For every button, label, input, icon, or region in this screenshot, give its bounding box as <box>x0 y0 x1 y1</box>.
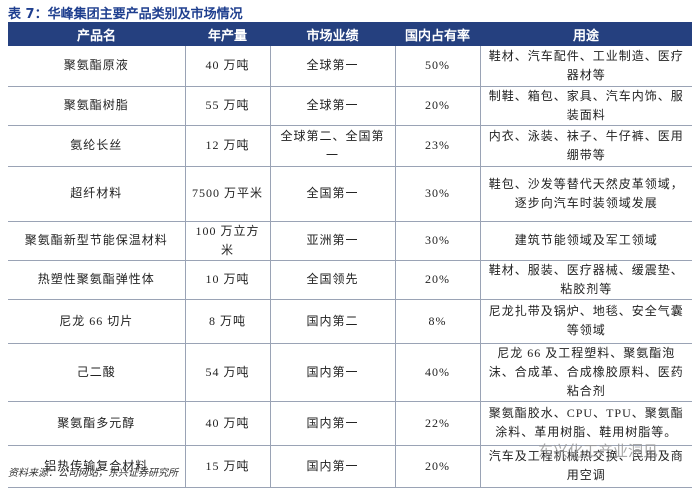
table-row: 聚氨酯树脂 55 万吨 全球第一 20% 制鞋、箱包、家具、汽车内饰、服装面料 <box>8 86 692 126</box>
table-cell: 国内第一 <box>269 445 395 488</box>
table-cell: 全球第二、全国第一 <box>269 125 395 167</box>
watermark: 东兴化工产业洞见 <box>538 444 659 460</box>
table-cell: 40 万吨 <box>184 46 270 87</box>
table-cell: 7500 万平米 <box>184 166 270 222</box>
table-body: 聚氨酯原液 40 万吨 全球第一 50% 鞋材、汽车配件、工业制造、医疗器材等 聚氨酯树脂… <box>8 46 692 488</box>
table-cell: 全球第一 <box>269 46 395 87</box>
table-cell: 20% <box>394 260 480 300</box>
table-cell: 全球第一 <box>269 86 395 126</box>
column-header: 国内占有率 <box>395 22 480 46</box>
table-row: 铝热传输复合材料 15 万吨 国内第一 20% 汽车及工程机械热交换、民用及商用空调 <box>8 445 692 488</box>
table-cell: 鞋包、沙发等替代天然皮革领域，逐步向汽车时装领域发展 <box>479 166 692 222</box>
table-cell: 40% <box>394 343 480 402</box>
table-cell: 40 万吨 <box>184 401 270 446</box>
table-cell: 己二酸 <box>8 343 185 402</box>
table-cell: 国内第一 <box>269 401 395 446</box>
table-cell: 建筑节能领域及军工领域 <box>479 221 692 261</box>
table-cell: 全国领先 <box>269 260 395 300</box>
table-row: 聚氨酯新型节能保温材料 100 万立方米 亚洲第一 30% 建筑节能领域及军工领域 <box>8 221 692 261</box>
table-cell: 鞋材、服装、医疗器械、缓震垫、粘胶剂等 <box>479 260 692 300</box>
table-cell: 尼龙扎带及锅炉、地毯、安全气囊等领域 <box>479 299 692 344</box>
table-cell: 亚洲第一 <box>269 221 395 261</box>
table-cell: 聚氨酯树脂 <box>8 86 185 126</box>
table-cell: 国内第一 <box>269 343 395 402</box>
table-cell: 热塑性聚氨酯弹性体 <box>8 260 185 300</box>
column-header: 用途 <box>480 22 692 46</box>
source-note: 资料来源：公司网站，东兴证券研究所 <box>8 468 178 479</box>
table-cell: 12 万吨 <box>184 125 270 167</box>
table-cell: 全国第一 <box>269 166 395 222</box>
table-cell: 23% <box>394 125 480 167</box>
table-cell: 铝热传输复合材料 <box>8 445 185 488</box>
table-cell: 鞋材、汽车配件、工业制造、医疗器材等 <box>479 46 692 87</box>
table-cell: 10 万吨 <box>184 260 270 300</box>
column-header: 年产量 <box>185 22 270 46</box>
table-cell: 聚氨酯多元醇 <box>8 401 185 446</box>
table-cell: 20% <box>394 445 480 488</box>
column-header: 产品名 <box>8 22 185 46</box>
table-cell: 汽车及工程机械热交换、民用及商用空调 <box>479 445 692 488</box>
table-cell: 尼龙 66 切片 <box>8 299 185 344</box>
table-title: 表 7：华峰集团主要产品类别及市场情况 <box>8 7 243 22</box>
table-row: 己二酸 54 万吨 国内第一 40% 尼龙 66 及工程塑料、聚氨酯泡沫、合成革、合成橡… <box>8 343 692 402</box>
table-cell: 55 万吨 <box>184 86 270 126</box>
table-cell: 氨纶长丝 <box>8 125 185 167</box>
table-row: 热塑性聚氨酯弹性体 10 万吨 全国领先 20% 鞋材、服装、医疗器械、缓震垫、粘胶剂等 <box>8 260 692 300</box>
table-cell: 30% <box>394 221 480 261</box>
table-cell: 聚氨酯新型节能保温材料 <box>8 221 185 261</box>
table-row: 超纤材料 7500 万平米 全国第一 30% 鞋包、沙发等替代天然皮革领域，逐步向汽车时… <box>8 166 692 222</box>
table-cell: 内衣、泳装、袜子、牛仔裤、医用绷带等 <box>479 125 692 167</box>
table-cell: 100 万立方米 <box>184 221 270 261</box>
table: 产品名 年产量 市场业绩 国内占有率 用途 聚氨酯原液 40 万吨 全球第一 50% 鞋材、汽车… <box>8 22 692 488</box>
table-cell: 聚氨酯胶水、CPU、TPU、聚氨酯涂料、革用树脂、鞋用树脂等。 <box>479 401 692 446</box>
table-cell: 8% <box>394 299 480 344</box>
table-cell: 8 万吨 <box>184 299 270 344</box>
table-cell: 20% <box>394 86 480 126</box>
table-cell: 聚氨酯原液 <box>8 46 185 87</box>
table-cell: 15 万吨 <box>184 445 270 488</box>
table-row: 尼龙 66 切片 8 万吨 国内第二 8% 尼龙扎带及锅炉、地毯、安全气囊等领域 <box>8 299 692 344</box>
table-cell: 超纤材料 <box>8 166 185 222</box>
table-cell: 制鞋、箱包、家具、汽车内饰、服装面料 <box>479 86 692 126</box>
header-row: 产品名 年产量 市场业绩 国内占有率 用途 <box>8 22 692 46</box>
table-cell: 30% <box>394 166 480 222</box>
table-row: 聚氨酯原液 40 万吨 全球第一 50% 鞋材、汽车配件、工业制造、医疗器材等 <box>8 46 692 87</box>
column-header: 市场业绩 <box>270 22 395 46</box>
table-cell: 50% <box>394 46 480 87</box>
table-cell: 国内第二 <box>269 299 395 344</box>
table-cell: 尼龙 66 及工程塑料、聚氨酯泡沫、合成革、合成橡胶原料、医药粘合剂 <box>479 343 692 402</box>
table-cell: 22% <box>394 401 480 446</box>
table-row: 聚氨酯多元醇 40 万吨 国内第一 22% 聚氨酯胶水、CPU、TPU、聚氨酯涂料、革用… <box>8 401 692 446</box>
table-cell: 54 万吨 <box>184 343 270 402</box>
table-row: 氨纶长丝 12 万吨 全球第二、全国第一 23% 内衣、泳装、袜子、牛仔裤、医用绷带等 <box>8 125 692 167</box>
